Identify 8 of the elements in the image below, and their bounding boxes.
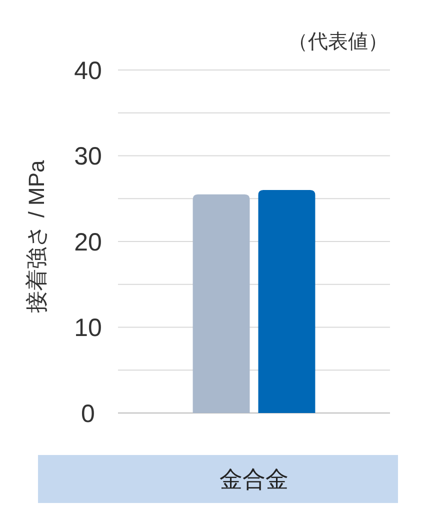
- y-tick-label: 10: [74, 314, 102, 342]
- y-tick-label: 30: [74, 142, 102, 170]
- y-axis-title: 接着強さ / MPa: [24, 159, 49, 313]
- x-tick-label: 金合金: [220, 466, 288, 492]
- y-tick-label: 20: [74, 228, 102, 256]
- y-tick-label: 0: [81, 400, 95, 428]
- chart-subtitle: （代表値）: [288, 31, 388, 53]
- y-tick-label: 40: [74, 56, 102, 85]
